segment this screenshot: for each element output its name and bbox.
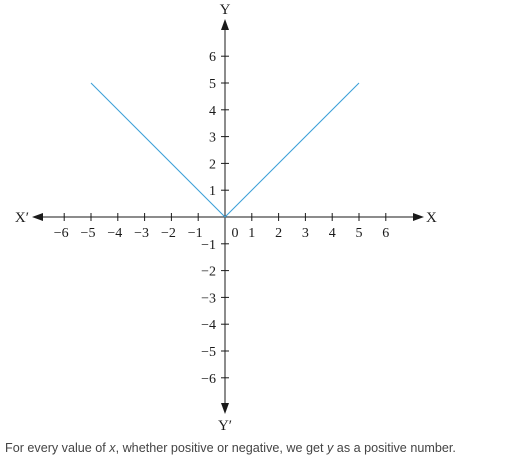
- chart-svg: −6 −5 −4 −3 −2 −1 0 1 2 3 4 5 6654321−1−2−3−4−5−6XX′…: [15, 2, 437, 434]
- y-tick-label: 6: [209, 50, 216, 65]
- caption-var-x: x: [109, 441, 116, 455]
- caption-var-y: y: [327, 441, 334, 455]
- y-tick-label: −2: [201, 265, 216, 280]
- y-axis-negative-name: Y′: [218, 418, 232, 434]
- y-tick-label: 1: [209, 184, 216, 199]
- x-tick-label: −2: [161, 226, 176, 241]
- x-tick-label: 0: [232, 226, 239, 241]
- y-tick-label: −3: [201, 291, 216, 306]
- x-axis-name: X: [426, 210, 437, 226]
- x-tick-label: 6: [382, 226, 389, 241]
- x-tick-label: −1: [188, 226, 203, 241]
- caption-part: as a positive number.: [333, 441, 456, 455]
- series-line: [90, 82, 360, 218]
- x-tick-label: 2: [275, 226, 282, 241]
- x-axis-negative-name: X′: [15, 210, 29, 226]
- y-tick-label: 3: [209, 131, 216, 146]
- chart-caption: For every value of x, whether positive o…: [5, 441, 521, 455]
- y-tick-label: 2: [209, 157, 216, 172]
- y-tick-label: 5: [209, 77, 216, 92]
- x-axis-arrow-right: [413, 213, 424, 221]
- x-tick-label: 1: [248, 226, 255, 241]
- y-tick-label: −6: [201, 372, 216, 387]
- y-tick-label: −1: [201, 238, 216, 253]
- x-tick-label: 3: [302, 226, 309, 241]
- y-tick-label: −4: [201, 318, 216, 333]
- y-tick-label: −5: [201, 345, 216, 360]
- x-tick-label: −5: [81, 226, 96, 241]
- x-tick-label: −6: [54, 226, 69, 241]
- y-axis-name: Y: [220, 2, 231, 18]
- y-axis-arrow-up: [221, 19, 229, 30]
- x-tick-label: 5: [356, 226, 363, 241]
- y-tick-label: 4: [209, 104, 216, 119]
- x-tick-label: 4: [329, 226, 336, 241]
- caption-part: , whether positive or negative, we get: [115, 441, 328, 455]
- x-tick-label: −4: [107, 226, 122, 241]
- x-tick-label: −3: [134, 226, 149, 241]
- x-axis-arrow-left: [32, 213, 43, 221]
- caption-part: For every value of: [5, 441, 110, 455]
- y-axis-arrow-down: [221, 403, 229, 414]
- chart-area: −6 −5 −4 −3 −2 −1 0 1 2 3 4 5 6 6 5 4 3 2 1 −1 −2 −3 −4 −5 −6 X X′…: [15, 2, 437, 434]
